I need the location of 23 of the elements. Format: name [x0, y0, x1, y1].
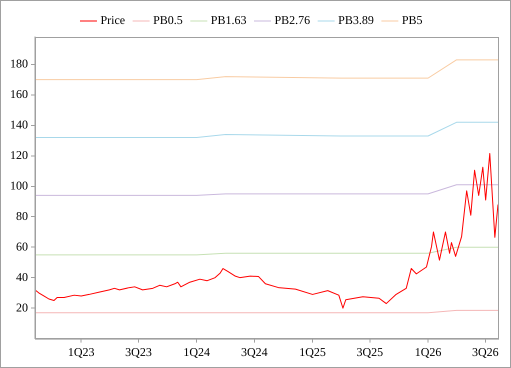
y-tick-label: 120 — [10, 148, 28, 162]
legend-label: PB0.5 — [153, 13, 183, 28]
x-tick-label: 1Q23 — [68, 344, 95, 359]
legend-label: PB3.89 — [338, 13, 374, 28]
y-tick-label: 160 — [10, 87, 28, 102]
y-tick-label: 80 — [16, 208, 28, 223]
x-tick-label: 3Q26 — [472, 344, 499, 359]
y-tick-label: 180 — [10, 56, 28, 71]
legend-label: Price — [100, 13, 126, 28]
x-tick-label: 3Q25 — [356, 344, 384, 359]
y-tick-label: 100 — [10, 178, 28, 192]
x-tick-label: 1Q24 — [183, 344, 210, 359]
x-tick-label: 3Q24 — [240, 344, 268, 359]
y-tick-label: 140 — [10, 118, 28, 132]
legend-label: PB5 — [402, 13, 423, 28]
x-tick-label: 1Q25 — [299, 344, 326, 359]
y-tick-label: 60 — [16, 239, 28, 254]
x-tick-label: 1Q26 — [414, 344, 442, 359]
x-tick-label: 3Q23 — [125, 344, 152, 359]
y-tick-label: 40 — [16, 270, 28, 284]
y-tick-label: 20 — [16, 300, 28, 314]
legend-label: PB1.63 — [210, 13, 246, 28]
legend-label: PB2.76 — [274, 13, 310, 28]
